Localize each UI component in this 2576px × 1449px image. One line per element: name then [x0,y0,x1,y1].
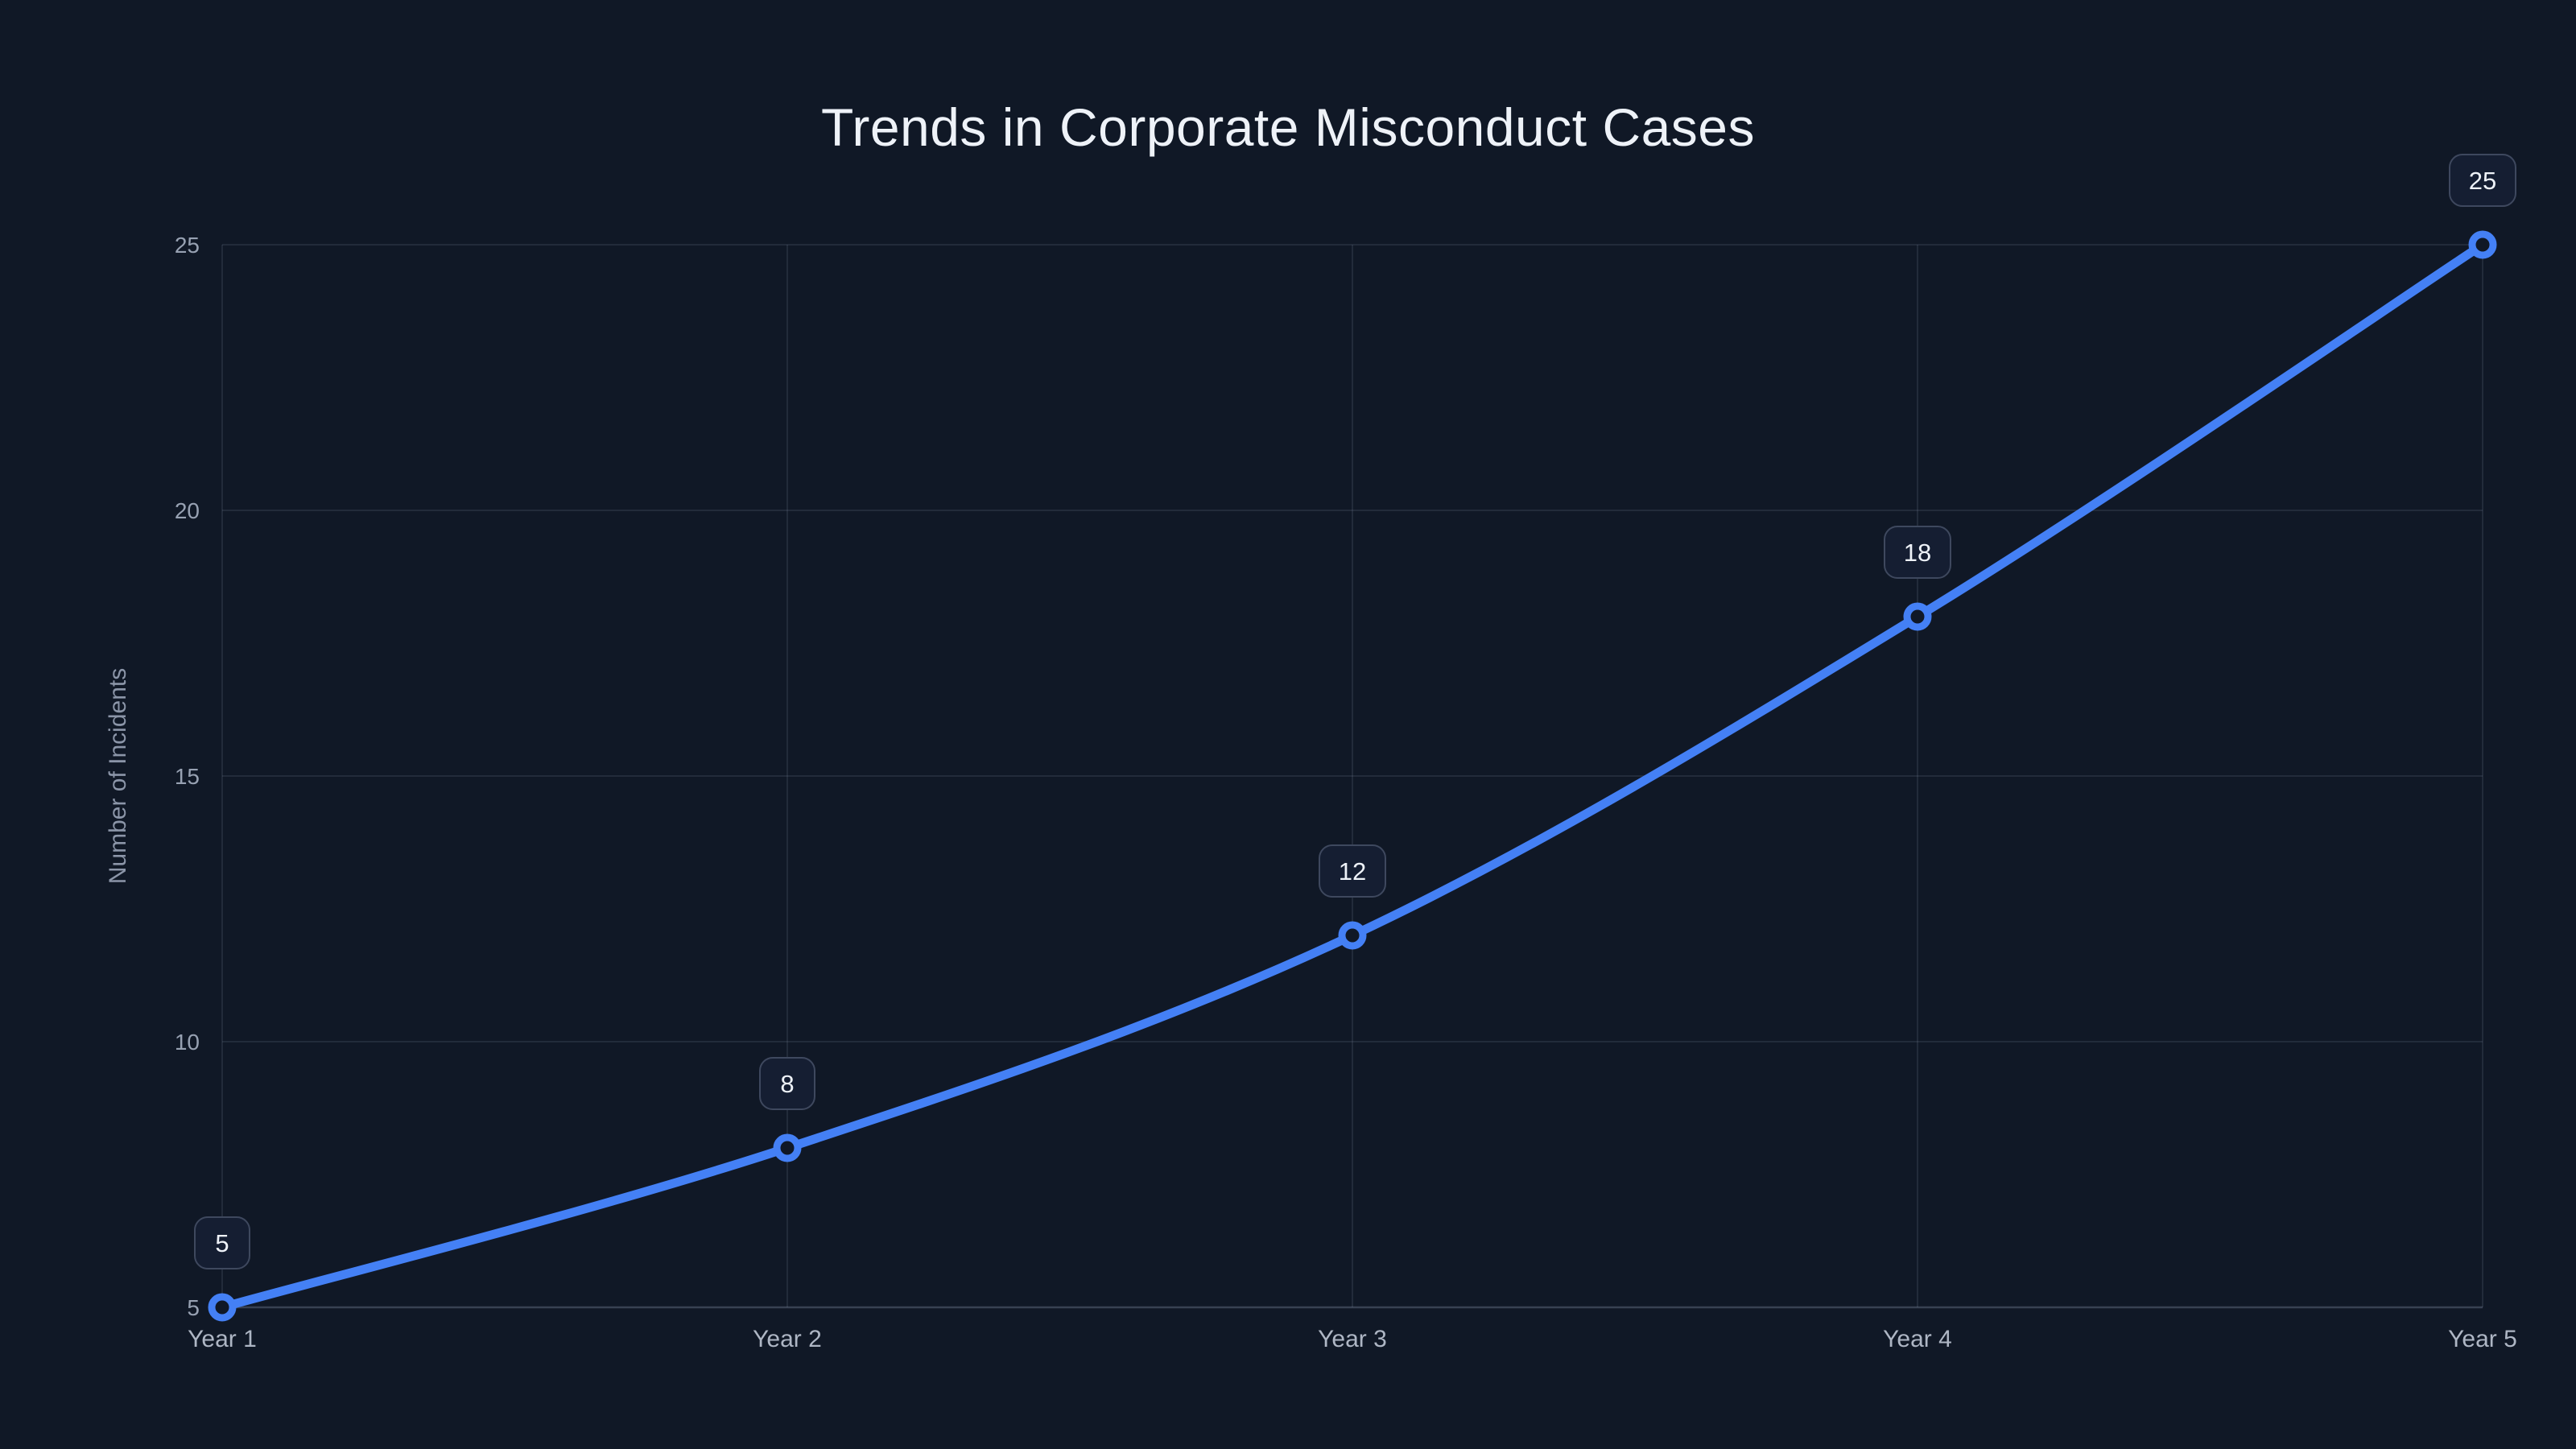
data-label-badge [759,1057,815,1110]
x-tick-label: Year 5 [2448,1326,2517,1352]
x-tick-label: Year 3 [1318,1326,1387,1352]
data-point-marker[interactable] [773,1133,802,1162]
data-label-value: 12 [1339,857,1366,886]
x-tick-label: Year 2 [753,1326,822,1352]
x-tick-label: Year 1 [188,1326,257,1352]
data-label-value: 25 [2469,167,2496,195]
data-label-value: 8 [780,1070,794,1098]
data-label-badge [2449,154,2516,207]
y-tick-label: 10 [175,1030,200,1055]
data-label-badge [1319,844,1386,898]
data-point-marker[interactable] [208,1293,237,1322]
chart-title: Trends in Corporate Misconduct Cases [820,97,1756,157]
data-point-marker[interactable] [2468,230,2497,259]
y-tick-label: 15 [175,764,200,789]
data-label-value: 18 [1904,539,1931,567]
y-tick-label: 5 [187,1295,200,1320]
data-label-badge [194,1216,250,1269]
data-label-value: 5 [215,1229,229,1257]
data-label-badge [1884,526,1951,579]
data-point-marker[interactable] [1338,921,1367,950]
y-tick-label: 25 [175,233,200,258]
y-tick-label: 20 [175,498,200,523]
data-point-marker[interactable] [1903,602,1932,631]
x-tick-label: Year 4 [1883,1326,1952,1352]
